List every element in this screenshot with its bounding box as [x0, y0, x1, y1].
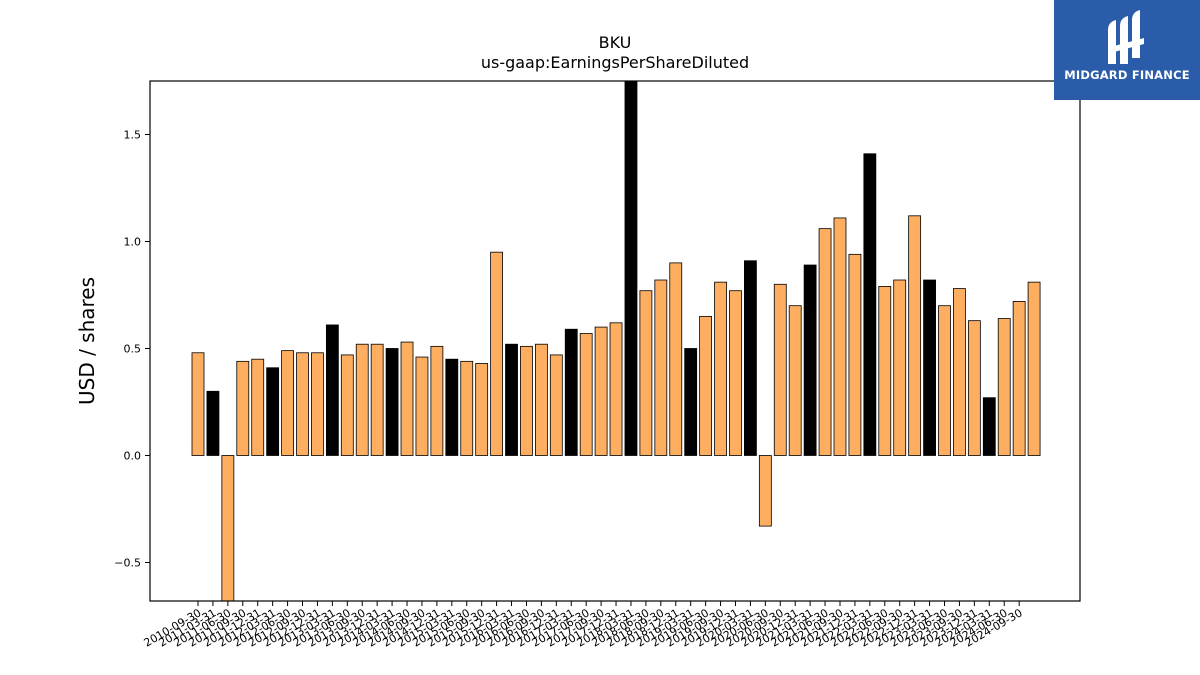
- bar: [325, 324, 339, 456]
- bar: [251, 358, 265, 456]
- bar: [534, 343, 548, 456]
- y-tick-label: 1.0: [124, 235, 142, 248]
- bar: [729, 290, 742, 456]
- bar: [340, 354, 354, 456]
- bar: [773, 283, 787, 456]
- bar: [699, 315, 713, 456]
- bar: [266, 367, 280, 456]
- bar: [370, 343, 384, 456]
- bar: [206, 390, 220, 456]
- bar: [714, 281, 727, 456]
- bar: [788, 305, 802, 456]
- bar: [923, 279, 936, 456]
- midgard-finance-logo: MIDGARD FINANCE: [1054, 0, 1200, 100]
- bar: [445, 358, 459, 456]
- bar: [236, 360, 250, 456]
- bar: [385, 348, 399, 456]
- bar: [475, 363, 489, 456]
- bar: [549, 354, 563, 456]
- bar: [848, 253, 862, 456]
- bar: [579, 333, 593, 456]
- bar: [520, 345, 533, 456]
- bar: [624, 80, 638, 456]
- bar: [415, 356, 429, 456]
- bar: [490, 251, 504, 456]
- bar: [639, 290, 653, 456]
- bar: [938, 305, 951, 456]
- bar: [967, 320, 981, 456]
- bar: [669, 262, 683, 456]
- bar: [609, 322, 623, 456]
- bar: [863, 153, 877, 456]
- y-axis-ticks: −0.5 0.0 0.5 1.0 1.5: [114, 128, 150, 569]
- plot-frame: [149, 80, 1081, 602]
- bar: [878, 286, 892, 456]
- bar: [654, 279, 668, 456]
- y-tick-label: 0.5: [124, 342, 142, 355]
- bar: [594, 326, 608, 456]
- bar: [564, 328, 578, 456]
- x-axis-ticks: 2010-09-302011-03-312011-06-302011-09-30…: [142, 601, 1025, 650]
- bar: [505, 343, 518, 456]
- bar: [803, 264, 817, 456]
- y-tick-label: 0.0: [124, 449, 142, 462]
- bar: [758, 455, 772, 527]
- bar: [296, 352, 309, 456]
- bar: [460, 360, 474, 456]
- bar: [893, 279, 907, 456]
- bar: [1012, 301, 1026, 456]
- bar: [281, 350, 294, 456]
- bar: [311, 352, 324, 456]
- chart-title: BKU: [599, 33, 632, 52]
- bar: [997, 318, 1011, 456]
- bar: [818, 228, 832, 456]
- midgard-logo-icon: [1108, 10, 1144, 64]
- bar: [221, 455, 235, 602]
- brand-name: MIDGARD FINANCE: [1064, 68, 1190, 82]
- y-tick-label: 1.5: [124, 128, 142, 141]
- bar: [684, 348, 698, 456]
- chart-subtitle: us-gaap:EarningsPerShareDiluted: [481, 53, 749, 72]
- bar: [953, 288, 966, 456]
- bar: [1027, 281, 1041, 456]
- y-tick-label: −0.5: [114, 556, 141, 569]
- y-axis-label: USD / shares: [75, 277, 99, 405]
- bar: [191, 352, 205, 456]
- bar: [744, 260, 757, 456]
- bars-group: [191, 80, 1041, 602]
- bar: [908, 215, 922, 456]
- bar: [833, 217, 847, 456]
- bar: [982, 397, 996, 456]
- bar: [400, 341, 414, 456]
- bar: [355, 343, 369, 456]
- bar: [430, 345, 444, 456]
